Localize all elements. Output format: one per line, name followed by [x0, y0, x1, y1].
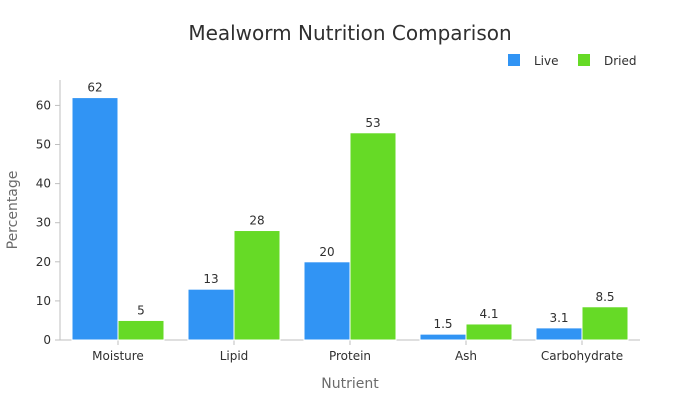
data-label-dried-moisture: 5: [137, 303, 145, 317]
bar-live-ash: [419, 333, 467, 341]
x-tick-label-carbohydrate: Carbohydrate: [541, 349, 623, 363]
y-tick-label: 20: [36, 255, 51, 269]
chart-title: Mealworm Nutrition Comparison: [188, 21, 511, 45]
bar-live-lipid: [187, 288, 235, 341]
bar-dried-carbohydrate: [581, 306, 629, 341]
data-label-live-lipid: 13: [203, 272, 218, 286]
data-label-live-protein: 20: [319, 245, 334, 259]
x-axis-title: Nutrient: [321, 376, 379, 392]
x-tick-label-lipid: Lipid: [220, 349, 249, 363]
bars: [71, 97, 629, 341]
x-axis: Moisture Lipid Protein Ash Carbohydrate: [60, 339, 640, 363]
data-label-dried-carbohydrate: 8.5: [595, 290, 614, 304]
y-tick-label: 40: [36, 177, 51, 191]
bar-live-protein: [303, 261, 351, 341]
bar-dried-lipid: [233, 230, 281, 341]
data-label-dried-protein: 53: [365, 116, 380, 130]
bar-live-carbohydrate: [535, 327, 583, 341]
bar-dried-moisture: [117, 319, 165, 341]
bar-live-moisture: [71, 97, 119, 341]
data-label-live-carbohydrate: 3.1: [549, 311, 568, 325]
y-axis-title: Percentage: [5, 171, 21, 250]
legend-swatch-live: [508, 54, 520, 66]
legend: Live Dried: [508, 54, 637, 68]
y-axis: 0 10 20 30 40 50 60: [36, 80, 61, 347]
y-tick-label: 10: [36, 294, 51, 308]
x-tick-label-ash: Ash: [455, 349, 477, 363]
x-tick-label-moisture: Moisture: [92, 349, 144, 363]
bar-dried-protein: [349, 132, 397, 341]
y-tick-label: 30: [36, 216, 51, 230]
x-tick-label-protein: Protein: [329, 349, 371, 363]
legend-label-live: Live: [534, 54, 559, 68]
y-tick-label: 50: [36, 138, 51, 152]
bar-dried-ash: [465, 323, 513, 341]
y-tick-label: 60: [36, 98, 51, 112]
data-labels: 62 5 13 28 20 53 1.5 4.1 3.1 8.5: [87, 81, 614, 332]
data-label-dried-lipid: 28: [249, 214, 264, 228]
y-tick-label: 0: [43, 333, 51, 347]
data-label-live-ash: 1.5: [433, 317, 452, 331]
legend-swatch-dried: [578, 54, 590, 66]
data-label-live-moisture: 62: [87, 81, 102, 95]
data-label-dried-ash: 4.1: [479, 307, 498, 321]
legend-label-dried: Dried: [604, 54, 637, 68]
